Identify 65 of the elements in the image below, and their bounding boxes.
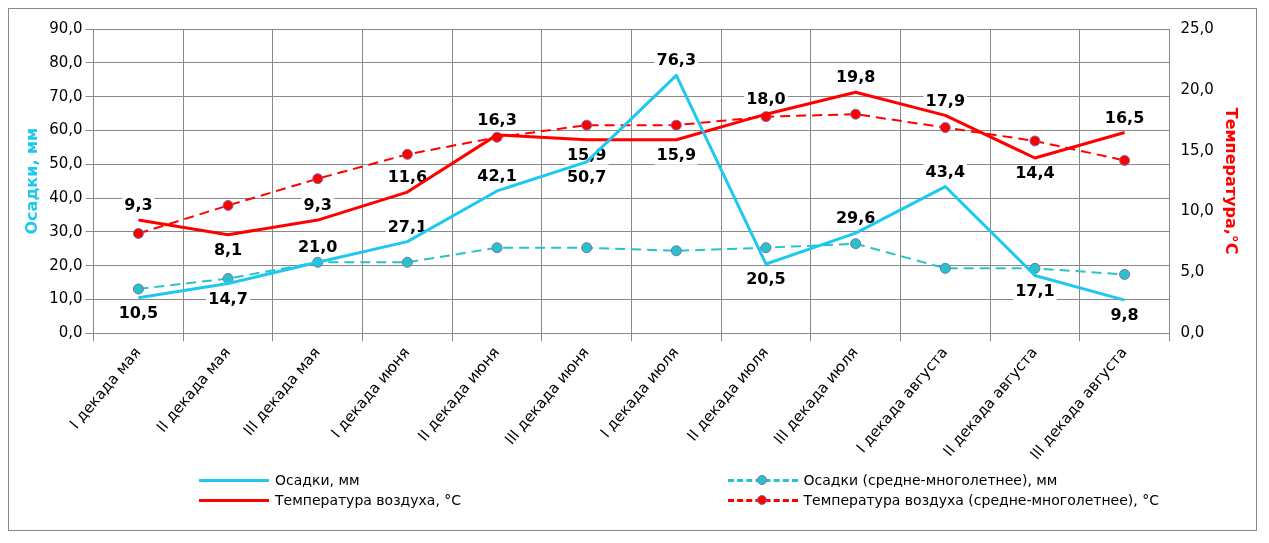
data-label: 14,4 (1015, 163, 1055, 183)
y-tick-label: 30,0 (49, 221, 83, 240)
data-label: 20,5 (746, 269, 786, 289)
point (132, 283, 144, 295)
y2-tick-label: 25,0 (1180, 18, 1214, 37)
data-label: 16,5 (1104, 107, 1145, 127)
legend-label: Температура воздуха (средне-многолетнее), °C (803, 492, 1159, 508)
data-label: 17,1 (1015, 280, 1055, 300)
point (401, 256, 413, 268)
y2-tick-label: 20,0 (1180, 79, 1214, 98)
y2-axis-title: Температура,°C (1222, 107, 1242, 255)
y-tick-label: 20,0 (49, 255, 83, 274)
y-tick-label: 40,0 (49, 187, 83, 206)
y2-tick-label: 10,0 (1180, 201, 1214, 220)
point (760, 242, 772, 254)
y2-tick-label: 15,0 (1180, 140, 1214, 159)
point (491, 242, 503, 254)
data-label: 29,6 (835, 208, 876, 228)
data-label: 16,3 (477, 110, 517, 130)
y-tick-label: 50,0 (49, 154, 83, 173)
legend-label: Осадки, мм (275, 472, 360, 488)
data-label: 76,3 (656, 50, 697, 70)
y-tick-label: 70,0 (49, 86, 83, 105)
point (312, 173, 324, 185)
point (581, 119, 593, 131)
y-tick-label: 90,0 (49, 18, 83, 37)
point (670, 119, 682, 131)
point (670, 245, 682, 257)
data-label: 11,6 (387, 167, 428, 187)
y-tick-label: 80,0 (49, 52, 83, 71)
data-label: 9,8 (1110, 305, 1139, 325)
point (1029, 135, 1041, 147)
data-label: 42,1 (477, 166, 517, 186)
data-label: 8,1 (213, 239, 243, 259)
point (222, 199, 234, 211)
y-axis-title: Осадки, мм (21, 127, 41, 235)
data-label: 50,7 (566, 167, 607, 187)
legend-label: Осадки (средне-многолетнее), мм (803, 472, 1058, 488)
point (939, 262, 951, 274)
point (132, 227, 144, 239)
point (581, 242, 593, 254)
point (939, 122, 951, 134)
point (850, 108, 862, 120)
data-label: 43,4 (925, 161, 966, 181)
data-label: 18,0 (746, 89, 786, 109)
point (401, 148, 413, 160)
legend-label: Температура воздуха, °C (275, 492, 462, 508)
data-label: 9,3 (303, 195, 332, 215)
point (1119, 154, 1131, 166)
point (1119, 268, 1131, 280)
y-tick-label: 0,0 (58, 323, 83, 342)
data-label: 14,7 (208, 288, 248, 308)
y2-tick-label: 5,0 (1180, 262, 1205, 281)
data-label: 15,9 (656, 144, 697, 164)
data-label: 19,8 (835, 67, 876, 87)
point (850, 238, 862, 250)
y-tick-label: 60,0 (49, 120, 83, 139)
point (1029, 262, 1041, 274)
data-label: 10,5 (118, 302, 159, 322)
data-label: 21,0 (297, 237, 338, 257)
data-label: 27,1 (387, 216, 428, 236)
y2-tick-label: 0,0 (1180, 323, 1205, 342)
data-label: 9,3 (124, 195, 153, 215)
y-tick-label: 10,0 (49, 289, 83, 308)
data-label: 17,9 (925, 90, 966, 110)
